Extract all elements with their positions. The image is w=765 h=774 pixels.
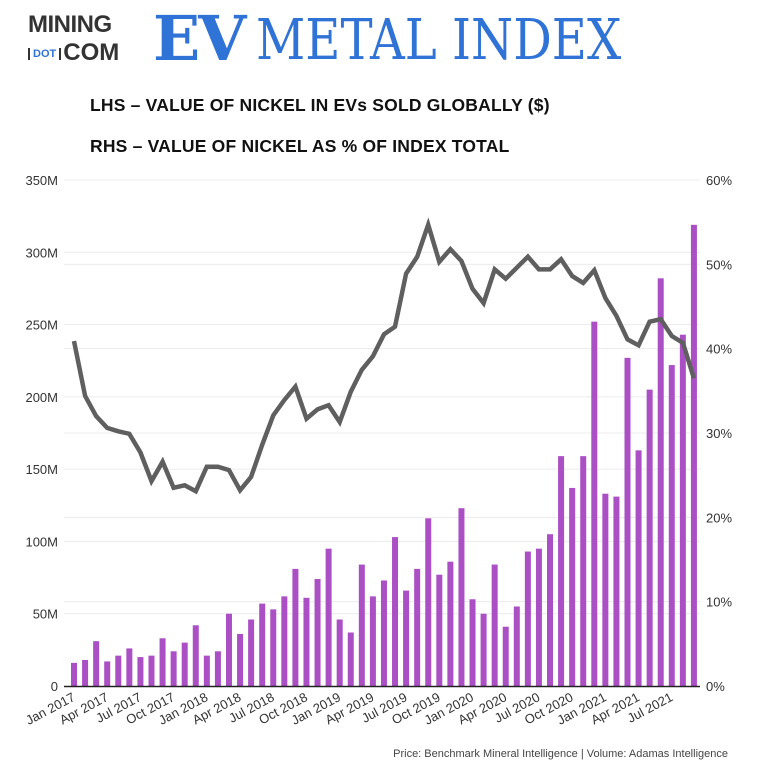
bar <box>192 625 199 686</box>
bar <box>491 564 498 686</box>
chart-title-lhs: LHS – VALUE OF NICKEL IN EVs SOLD GLOBAL… <box>90 95 550 115</box>
bar <box>524 551 531 686</box>
bar <box>690 224 697 686</box>
bar <box>82 659 89 686</box>
bar <box>93 641 100 686</box>
y-left-tick-label: 100M <box>25 534 58 549</box>
bar <box>624 357 631 686</box>
bar <box>646 389 653 686</box>
bar <box>248 619 255 686</box>
y-left-tick-label: 300M <box>25 245 58 260</box>
bar <box>613 496 620 686</box>
bar <box>292 568 299 686</box>
bar <box>513 606 520 686</box>
bar <box>569 487 576 686</box>
logo-metal-index: METAL INDEX <box>256 8 622 73</box>
bar <box>314 579 321 686</box>
y-left-tick-label: 50M <box>33 607 58 622</box>
logo-mining: MINING <box>28 11 112 38</box>
bar <box>303 597 310 686</box>
y-left-tick-label: 250M <box>25 318 58 333</box>
bar <box>281 596 288 686</box>
bar <box>602 493 609 686</box>
y-right-tick-label: 30% <box>706 426 732 441</box>
y-left-tick-label: 0 <box>51 679 58 694</box>
bar <box>369 596 376 686</box>
y-right-tick-label: 40% <box>706 342 732 357</box>
bar <box>679 334 686 686</box>
bar <box>657 278 664 686</box>
y-right-tick-label: 10% <box>706 595 732 610</box>
bar <box>458 508 465 686</box>
y-left-tick-label: 350M <box>25 173 58 188</box>
bar <box>259 603 266 686</box>
bar <box>591 321 598 686</box>
bar <box>148 655 155 686</box>
y-right-tick-label: 60% <box>706 173 732 188</box>
bar <box>347 632 354 686</box>
bar <box>469 599 476 686</box>
bar <box>547 534 554 686</box>
bar <box>502 626 509 686</box>
bar <box>425 518 432 686</box>
bar <box>336 619 343 686</box>
bar <box>237 633 244 686</box>
y-right-tick-label: 50% <box>706 257 732 272</box>
bar <box>104 661 111 686</box>
y-right-tick-label: 20% <box>706 510 732 525</box>
bar <box>214 651 221 686</box>
logo-dot-com: DOT COM <box>28 39 120 66</box>
logo-ev: EV <box>153 2 246 75</box>
bar <box>414 568 421 686</box>
bar <box>436 574 443 686</box>
bar <box>115 655 122 686</box>
logo-dot: DOT <box>28 47 62 60</box>
bar <box>203 655 210 686</box>
source-footer: Price: Benchmark Mineral Intelligence | … <box>393 748 728 760</box>
bar <box>170 651 177 686</box>
y-left-tick-label: 150M <box>25 462 58 477</box>
y-right-tick-label: 0% <box>706 679 725 694</box>
bar <box>225 613 232 686</box>
bar <box>380 580 387 686</box>
bar <box>447 561 454 686</box>
bar <box>126 648 133 686</box>
bar <box>668 365 675 686</box>
bar <box>270 609 277 686</box>
bar <box>392 537 399 686</box>
bar <box>580 456 587 686</box>
bar <box>535 548 542 686</box>
chart-title-rhs: RHS – VALUE OF NICKEL AS % OF INDEX TOTA… <box>90 136 510 156</box>
logo-com: COM <box>63 39 120 66</box>
bar <box>159 638 166 686</box>
bar <box>137 657 144 686</box>
bar <box>480 613 487 686</box>
bar <box>403 590 410 686</box>
bar <box>358 564 365 686</box>
bar <box>71 662 77 686</box>
bar <box>558 456 565 686</box>
y-left-tick-label: 200M <box>25 390 58 405</box>
bar <box>325 548 332 686</box>
bar <box>181 642 188 686</box>
bar <box>635 450 642 686</box>
